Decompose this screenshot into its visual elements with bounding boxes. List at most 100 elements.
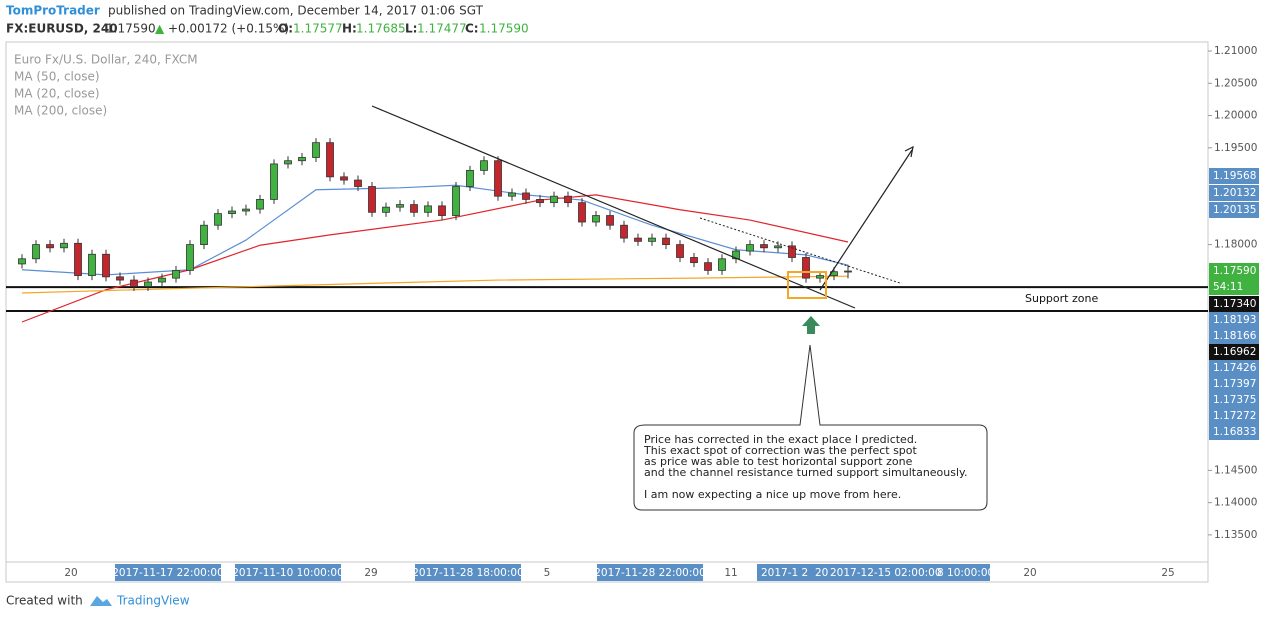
note-line: as price was able to test horizontal sup… [644,455,913,468]
candle-body [508,192,516,197]
candle-body [32,244,40,260]
candle-body [480,160,488,171]
trendline [371,105,856,309]
note-line: This exact spot of correction was the pe… [643,444,918,457]
candle-body [662,237,670,245]
price-badge-label: 1.16833 [1213,426,1256,438]
forecast-arrow [819,149,913,291]
candle-body [452,186,460,216]
candle-body [158,277,166,283]
price-badge-label: 1.18193 [1213,314,1256,326]
y-tick-label: 1.20500 [1214,77,1257,89]
candle-body [788,245,796,258]
legend-ma50: MA (50, close) [14,70,100,84]
price-badge-label: 1.19568 [1213,170,1256,182]
candle-body [214,213,222,226]
candle-body [676,244,684,258]
candle-body [298,157,306,162]
price-badges: 1.19568 1.20132 1.20135 1.17590 54:11 1.17340… [1209,168,1259,440]
candle-body [60,242,68,249]
tv-logo [90,596,112,606]
note-line: Price has corrected in the exact place I… [644,433,917,446]
candle-body [368,186,376,213]
h: 1.17685 [356,22,406,36]
callout [633,344,988,511]
x-label: 11 [724,567,737,579]
l-label: L: [405,22,417,36]
candle-body [18,258,26,265]
change: +0.00172 (+0.15%) [168,22,289,36]
candle-body [760,244,768,249]
candle-body [326,142,334,178]
y-tick-label: 1.14500 [1214,464,1257,476]
candle-body [592,215,600,223]
published: published on TradingView.com, December 1… [108,4,484,18]
price-badge-label: 1.17272 [1213,410,1256,422]
arrow-head [904,145,914,158]
highlight-box [787,271,827,299]
price-badge [1209,408,1259,424]
x-badge-label: 8 10:00:00 [937,567,994,579]
support-label: Support zone [1025,292,1098,305]
footer-brand[interactable]: TradingView [116,594,190,608]
candle-body [116,276,124,281]
price-badge [1209,376,1259,392]
price-badge [1209,328,1259,344]
price-badge [1209,344,1259,360]
l: 1.17477 [417,22,467,36]
channel-line [699,217,901,284]
price-badge [1209,168,1259,184]
candle-body [690,257,698,264]
candle-body [172,269,180,279]
y-tick-label: 1.18000 [1214,239,1257,251]
x-label: 20 [1023,567,1036,579]
y-tick-label: 1.21000 [1214,45,1257,57]
x-badge-label: 2017-12-15 02:00:00 [830,567,942,579]
last: 1.17590 [106,22,156,36]
candle-body [718,258,726,271]
price-badge-label: 1.17590 [1213,265,1256,277]
candle-body [256,199,264,210]
o: 1.17577 [293,22,343,36]
candle-body [648,237,656,242]
price-badge [1209,392,1259,408]
candle-body [340,176,348,181]
x-badge [597,564,703,581]
x-badge-label: 2017-11-10 10:00:00 [232,567,344,579]
candle-body [816,275,824,279]
price-badge-label: 1.18166 [1213,330,1257,342]
author[interactable]: TomProTrader [6,4,100,18]
y-tick-label: 1.13500 [1214,529,1257,541]
price-badge [1209,202,1259,218]
candle-body [466,169,474,187]
price-badge-label: 54:11 [1213,281,1243,293]
candle-body [606,215,614,226]
candle-body [634,237,642,242]
price-badge-label: 1.17340 [1213,298,1256,310]
note-line: and the channel resistance turned suppor… [644,466,967,479]
candle-body [438,205,446,216]
candle-body [186,244,194,271]
x-badge-label: 2017-11-28 22:00:00 [594,567,706,579]
candle-body [396,204,404,208]
h-label: H: [342,22,357,36]
price-badge-label: 1.17397 [1213,378,1256,390]
x-label: 29 [364,567,377,579]
note-line: I am now expecting a nice up move from h… [644,488,901,501]
candle-body [144,281,152,287]
candle-body [704,262,712,271]
y-tick-label: 1.14000 [1214,497,1257,509]
price-badge-label: 1.17375 [1213,394,1256,406]
candle-body [802,257,810,279]
x-badge [757,564,990,581]
candle-body [424,205,432,213]
candle-body [130,279,138,287]
y-tick-label: 1.20000 [1214,110,1257,122]
price-badge [1209,312,1259,328]
x-badge [235,564,341,581]
x-badge-label: 20 [815,567,828,579]
x-badge-label: 2017-1 2 [761,567,808,579]
x-badge-label: 2017-11-28 18:00:00 [412,567,524,579]
